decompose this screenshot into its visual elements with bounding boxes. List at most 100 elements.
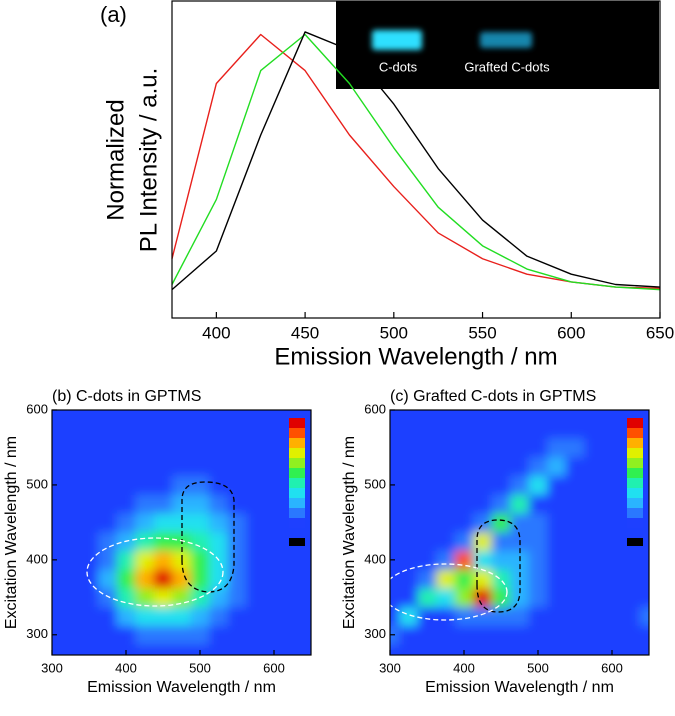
- heatmap-cell: [52, 494, 62, 514]
- heatmap-cell: [301, 513, 311, 533]
- heatmap-cell: [301, 625, 311, 645]
- heatmap-cell: [584, 419, 604, 439]
- heatmap-cell: [639, 494, 649, 514]
- heatmap-cell: [116, 410, 136, 420]
- heatmap-cell: [565, 494, 585, 514]
- heatmap-cell: [473, 531, 493, 551]
- heatmap-cell: [283, 625, 303, 645]
- heatmap-cell: [172, 587, 192, 608]
- heatmap-cell: [61, 550, 81, 570]
- heatmap-cell: [98, 550, 118, 570]
- heatmap-cell: [454, 410, 474, 420]
- heatmap-cell: [436, 513, 456, 533]
- heatmap-cell: [584, 438, 604, 458]
- heatmap-cell: [190, 550, 210, 570]
- heatmap-cell: [190, 456, 210, 477]
- heatmap-cell: [153, 438, 173, 458]
- heatmap-cell: [61, 494, 81, 514]
- heatmap-cell: [301, 569, 311, 589]
- heatmap-cell: [227, 587, 247, 608]
- heatmap-cell: [417, 475, 437, 495]
- heatmap-cell: [454, 587, 474, 608]
- heatmap-cell: [565, 531, 585, 551]
- heatmap-cell: [399, 569, 419, 589]
- heatmap-cell: [510, 419, 530, 439]
- heatmap-cell: [547, 410, 567, 420]
- heatmap-cell: [417, 531, 437, 551]
- heatmap-cell: [116, 606, 136, 626]
- heatmap-cell: [264, 569, 284, 589]
- x-tick-label: 500: [189, 660, 211, 675]
- heatmap-cell: [246, 569, 266, 589]
- heatmap-cell: [417, 587, 437, 608]
- heatmap-cell: [135, 531, 155, 551]
- heatmap-cell: [602, 550, 622, 570]
- heatmap-cell: [153, 569, 173, 589]
- heatmap-cell: [399, 456, 419, 477]
- heatmap-cell: [227, 475, 247, 495]
- heatmap-cell: [98, 569, 118, 589]
- heatmap-cell: [528, 494, 548, 514]
- heatmap-cell: [283, 410, 303, 420]
- heatmap-cell: [417, 456, 437, 477]
- heatmap-cell: [473, 550, 493, 570]
- heatmap-cell: [79, 587, 99, 608]
- guide-loop: [382, 563, 508, 621]
- heatmap-cell: [390, 569, 400, 589]
- x-tick-label: 500: [380, 323, 408, 342]
- heatmap-cell: [454, 438, 474, 458]
- colorbar-mask: [289, 538, 305, 546]
- y-axis-label: Normalized: [102, 99, 129, 220]
- heatmap-cell: [246, 410, 266, 420]
- heatmap-cell: [454, 606, 474, 626]
- heatmap-cell: [584, 475, 604, 495]
- heatmap-cell: [227, 494, 247, 514]
- heatmap-cell: [98, 606, 118, 626]
- x-tick-label: 300: [41, 660, 63, 675]
- chart-title: (c) Grafted C-dots in GPTMS: [390, 388, 596, 405]
- colorbar-swatch: [627, 448, 643, 458]
- x-axis-label: Emission Wavelength / nm: [87, 679, 276, 696]
- heatmap-cell: [153, 456, 173, 477]
- heatmap-cell: [491, 550, 511, 570]
- heatmap-cell: [473, 587, 493, 608]
- heatmap-cell: [584, 531, 604, 551]
- heatmap-cell: [98, 475, 118, 495]
- heatmap-cell: [172, 475, 192, 495]
- heatmap-cell: [528, 475, 548, 495]
- heatmap-cell: [510, 494, 530, 514]
- heatmap-cell: [246, 438, 266, 458]
- heatmap-cell: [491, 587, 511, 608]
- colorbar-swatch: [627, 468, 643, 478]
- heatmap-cell: [602, 587, 622, 608]
- heatmap-cell: [190, 625, 210, 645]
- heatmap-cell: [79, 456, 99, 477]
- heatmap-cell: [547, 531, 567, 551]
- heatmap-cell: [283, 587, 303, 608]
- heatmap-cell: [436, 494, 456, 514]
- heatmap-cell: [79, 569, 99, 589]
- heatmap-cell: [98, 644, 118, 655]
- heatmap-cell: [52, 569, 62, 589]
- heatmap-cell: [301, 550, 311, 570]
- heatmap-cell: [417, 644, 437, 655]
- heatmap-cell: [135, 410, 155, 420]
- heatmap-cell: [135, 644, 155, 655]
- heatmap-cell: [584, 625, 604, 645]
- heatmap-cell: [473, 606, 493, 626]
- heatmap-cell: [135, 494, 155, 514]
- heatmap-cell: [547, 438, 567, 458]
- heatmap-cell: [301, 531, 311, 551]
- heatmap-cell: [454, 644, 474, 655]
- heatmap-cell: [52, 410, 62, 420]
- heatmap-cell: [390, 494, 400, 514]
- heatmap-cell: [61, 475, 81, 495]
- colorbar-swatch: [289, 518, 305, 528]
- heatmap-cell: [399, 494, 419, 514]
- heatmap-cell: [454, 625, 474, 645]
- heatmap-cell: [79, 606, 99, 626]
- heatmap-cell: [79, 550, 99, 570]
- heatmap-cell: [390, 513, 400, 533]
- heatmap-cell: [473, 494, 493, 514]
- colorbar-swatch: [289, 478, 305, 488]
